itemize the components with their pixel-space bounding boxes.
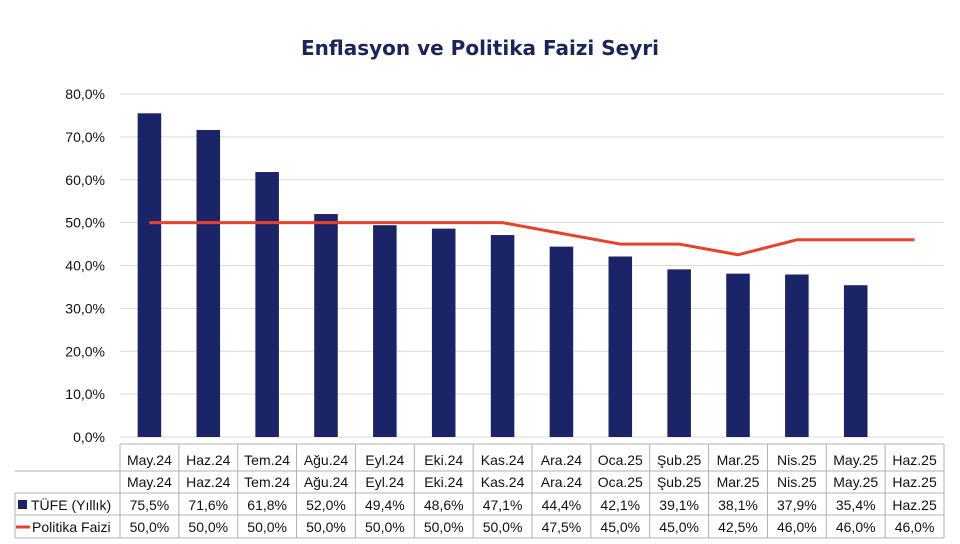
data-label: 75,5% — [130, 497, 170, 513]
x-tick-label: Ağu.24 — [304, 452, 349, 468]
data-label: 46,0% — [895, 519, 935, 535]
data-label: 47,5% — [542, 519, 582, 535]
y-tick-label: 70,0% — [65, 129, 105, 145]
legend-label: Politika Faizi — [32, 519, 111, 535]
x-tick-label: Nis.25 — [777, 452, 817, 468]
x-tick-label: Haz.25 — [892, 452, 937, 468]
line-politika-faizi — [149, 221, 915, 257]
chart-title: Enflasyon ve Politika Faizi Seyri — [301, 36, 659, 60]
table-category-label: Haz.24 — [186, 474, 231, 490]
data-label: 50,0% — [130, 519, 170, 535]
x-tick-label: Kas.24 — [481, 452, 525, 468]
y-tick-label: 10,0% — [65, 386, 105, 402]
bar-tufe — [726, 273, 750, 437]
table-category-label: Nis.25 — [777, 474, 817, 490]
y-tick-label: 80,0% — [65, 86, 105, 102]
bar-tufe — [431, 228, 456, 437]
y-tick-label: 30,0% — [65, 300, 105, 316]
data-label: 46,0% — [777, 519, 817, 535]
data-label: 45,0% — [659, 519, 699, 535]
data-label: 48,6% — [424, 497, 464, 513]
table-category-label: Kas.24 — [481, 474, 525, 490]
legend-label: TÜFE (Yıllık) — [31, 496, 111, 513]
bar-tufe — [549, 246, 574, 437]
bar-tufe — [196, 130, 221, 437]
x-tick-label: May.24 — [127, 452, 172, 468]
table-category-label: May.25 — [833, 474, 878, 490]
data-label: 46,0% — [836, 519, 876, 535]
data-label: 49,4% — [365, 497, 405, 513]
y-tick-label: 60,0% — [65, 172, 105, 188]
table-category-label: Mar.25 — [717, 474, 760, 490]
data-label: 50,0% — [188, 519, 228, 535]
data-label: 38,1% — [718, 497, 758, 513]
bar-tufe — [373, 225, 397, 437]
y-tick-label: 40,0% — [65, 258, 105, 274]
data-label: Haz.25 — [892, 497, 937, 513]
bar-tufe — [255, 172, 279, 437]
table-category-label: Ara.24 — [541, 474, 582, 490]
x-tick-label: Eki.24 — [424, 452, 463, 468]
x-tick-label: Ara.24 — [541, 452, 582, 468]
table-category-label: Ağu.24 — [304, 474, 349, 490]
data-label: 61,8% — [247, 497, 287, 513]
x-tick-label: Haz.24 — [186, 452, 231, 468]
data-label: 71,6% — [188, 497, 228, 513]
x-tick-label: Eyl.24 — [365, 452, 404, 468]
x-tick-label: Mar.25 — [717, 452, 760, 468]
data-label: 44,4% — [542, 497, 582, 513]
data-label: 52,0% — [306, 497, 346, 513]
table-category-label: Eki.24 — [424, 474, 463, 490]
data-label: 47,1% — [483, 497, 523, 513]
y-tick-label: 0,0% — [73, 429, 105, 445]
bar-tufe — [490, 235, 515, 437]
data-label: 42,5% — [718, 519, 758, 535]
data-label: 50,0% — [306, 519, 346, 535]
y-tick-label: 20,0% — [65, 343, 105, 359]
bar-tufe — [843, 285, 868, 437]
data-label: 50,0% — [483, 519, 523, 535]
x-tick-label: May.25 — [833, 452, 878, 468]
data-label: 50,0% — [247, 519, 287, 535]
bar-tufe — [608, 256, 633, 437]
bar-tufe — [137, 113, 162, 437]
legend-swatch-tufe — [18, 500, 27, 509]
data-label: 42,1% — [600, 497, 640, 513]
x-tick-label: Şub.25 — [657, 452, 702, 468]
data-label: 39,1% — [659, 497, 699, 513]
table-category-label: Eyl.24 — [365, 474, 404, 490]
bar-tufe — [314, 214, 338, 437]
x-tick-label: Oca.25 — [598, 452, 643, 468]
data-label: 45,0% — [600, 519, 640, 535]
table-category-label: Haz.25 — [892, 474, 937, 490]
table-category-label: May.24 — [127, 474, 172, 490]
table-category-label: Şub.25 — [657, 474, 702, 490]
data-label: 35,4% — [836, 497, 876, 513]
bar-tufe — [785, 274, 809, 437]
data-label: 50,0% — [424, 519, 464, 535]
x-tick-label: Tem.24 — [244, 452, 290, 468]
data-label: 37,9% — [777, 497, 817, 513]
table-category-label: Tem.24 — [244, 474, 290, 490]
data-label: 50,0% — [365, 519, 405, 535]
bar-tufe — [667, 269, 691, 437]
table-category-label: Oca.25 — [598, 474, 643, 490]
y-tick-label: 50,0% — [65, 215, 105, 231]
